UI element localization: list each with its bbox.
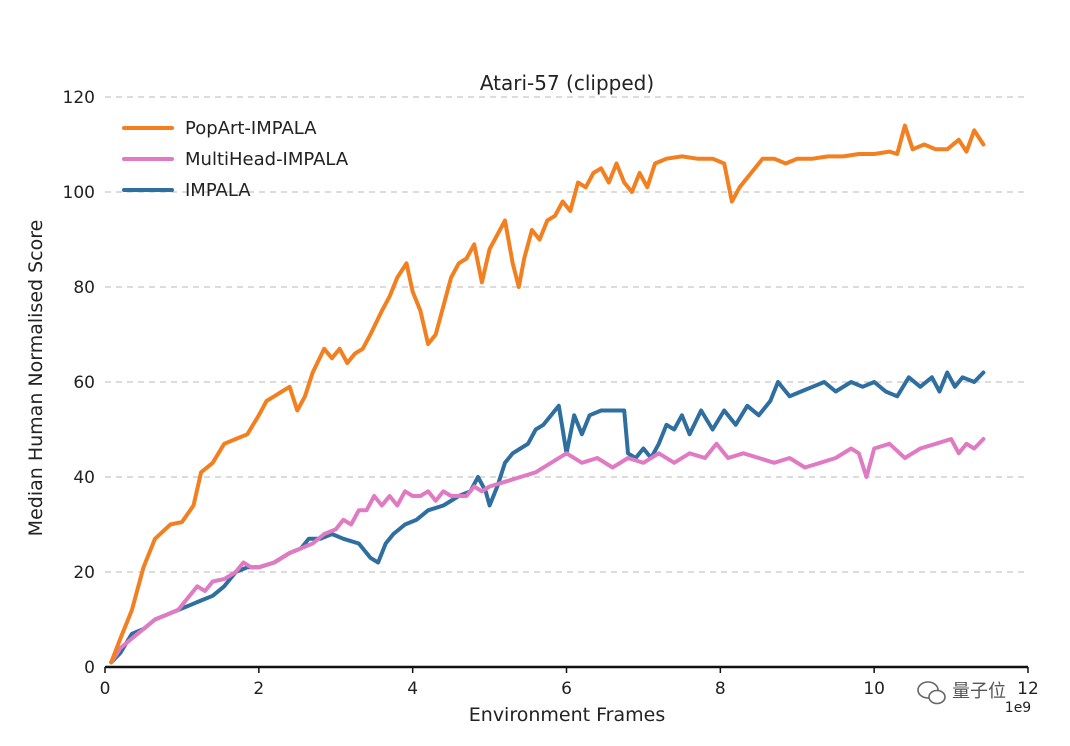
- watermark: 量子位: [917, 681, 1006, 705]
- x-tick-label: 12: [1017, 679, 1039, 699]
- x-tick-label: 8: [715, 679, 726, 699]
- series-lines: [109, 123, 986, 665]
- x-tick-labels: 0 2 4 6 8 10 12: [100, 667, 1039, 699]
- y-tick-label: 60: [73, 373, 95, 393]
- x-tick-label: 6: [561, 679, 572, 699]
- y-tick-label: 0: [84, 658, 95, 678]
- y-tick-labels: 0 20 40 60 80 100 120: [63, 88, 95, 678]
- watermark-text: 量子位: [952, 681, 1006, 702]
- x-axis-exponent: 1e9: [1005, 700, 1031, 716]
- series-line-multihead-impala: [109, 437, 986, 665]
- x-tick-label: 4: [407, 679, 418, 699]
- legend: PopArt-IMPALA MultiHead-IMPALA IMPALA: [122, 118, 349, 201]
- y-tick-label: 120: [63, 88, 95, 108]
- series-line-popart-impala: [109, 123, 986, 665]
- x-axis-title: Environment Frames: [469, 704, 665, 726]
- y-tick-label: 100: [63, 183, 95, 203]
- y-tick-label: 40: [73, 468, 95, 488]
- series-line-impala: [109, 370, 986, 665]
- y-axis-title: Median Human Normalised Score: [25, 220, 47, 537]
- x-tick-label: 2: [253, 679, 264, 699]
- y-tick-label: 80: [73, 278, 95, 298]
- legend-label: PopArt-IMPALA: [185, 118, 317, 139]
- y-tick-label: 20: [73, 563, 95, 583]
- chart-title: Atari-57 (clipped): [480, 71, 654, 95]
- x-tick-label: 0: [100, 679, 111, 699]
- legend-label: IMPALA: [185, 180, 251, 201]
- x-tick-label: 10: [863, 679, 885, 699]
- legend-label: MultiHead-IMPALA: [185, 149, 349, 170]
- wechat-icon: [917, 681, 946, 705]
